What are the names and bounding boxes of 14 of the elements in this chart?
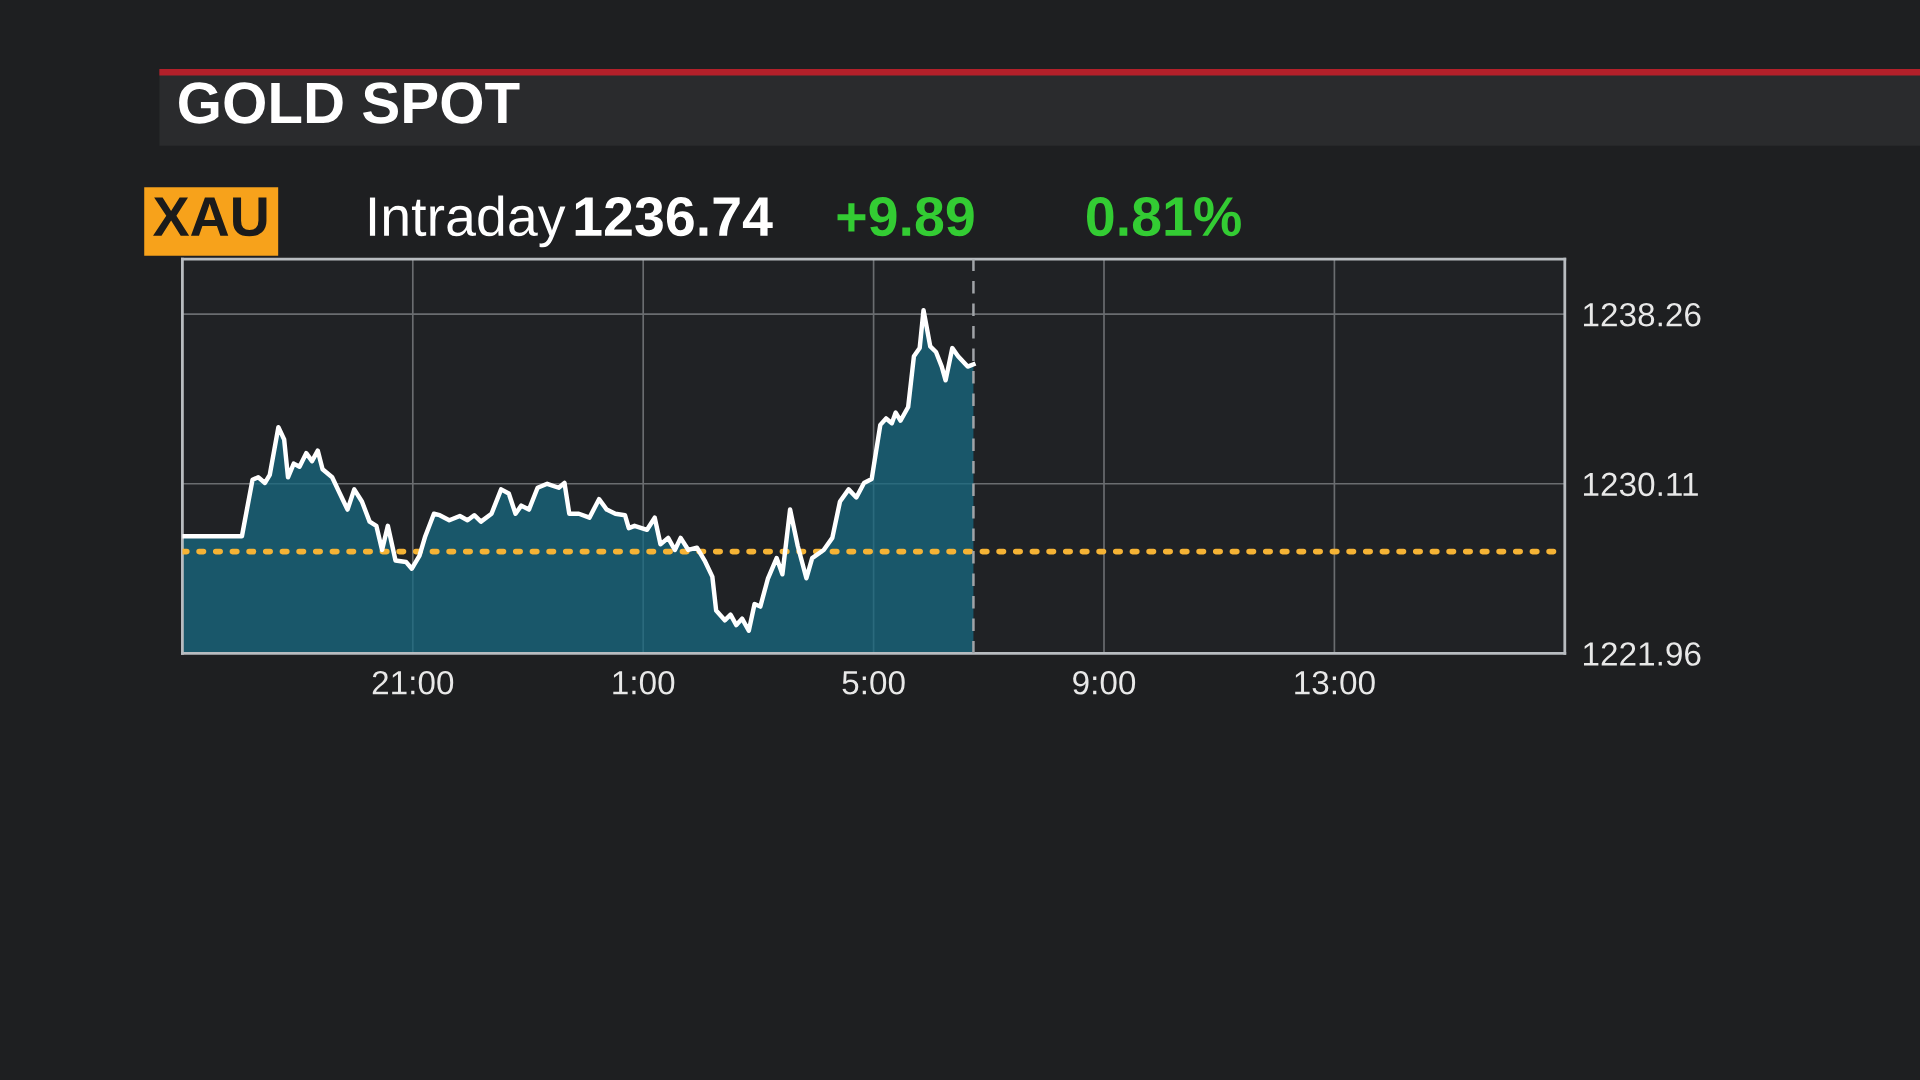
x-tick-label: 21:00 [372,670,454,695]
y-tick-label: 1238.26 [1584,302,1701,327]
x-tick-label: 5:00 [842,670,905,695]
chart-title: GOLD SPOT [179,82,520,124]
text: XAU [153,197,267,237]
x-tick-label: 9:00 [1073,670,1136,695]
x-tick-label: 13:00 [1295,670,1375,695]
x-tick-label: 1:00 [613,670,675,695]
text: +9.89 [837,196,974,237]
text: 0.81% [1087,196,1241,237]
y-tick-label: 1230.11 [1584,472,1698,497]
text: 1236.74 [575,196,773,237]
text: Intraday [369,195,566,248]
y-tick-label: 1221.96 [1584,642,1701,666]
